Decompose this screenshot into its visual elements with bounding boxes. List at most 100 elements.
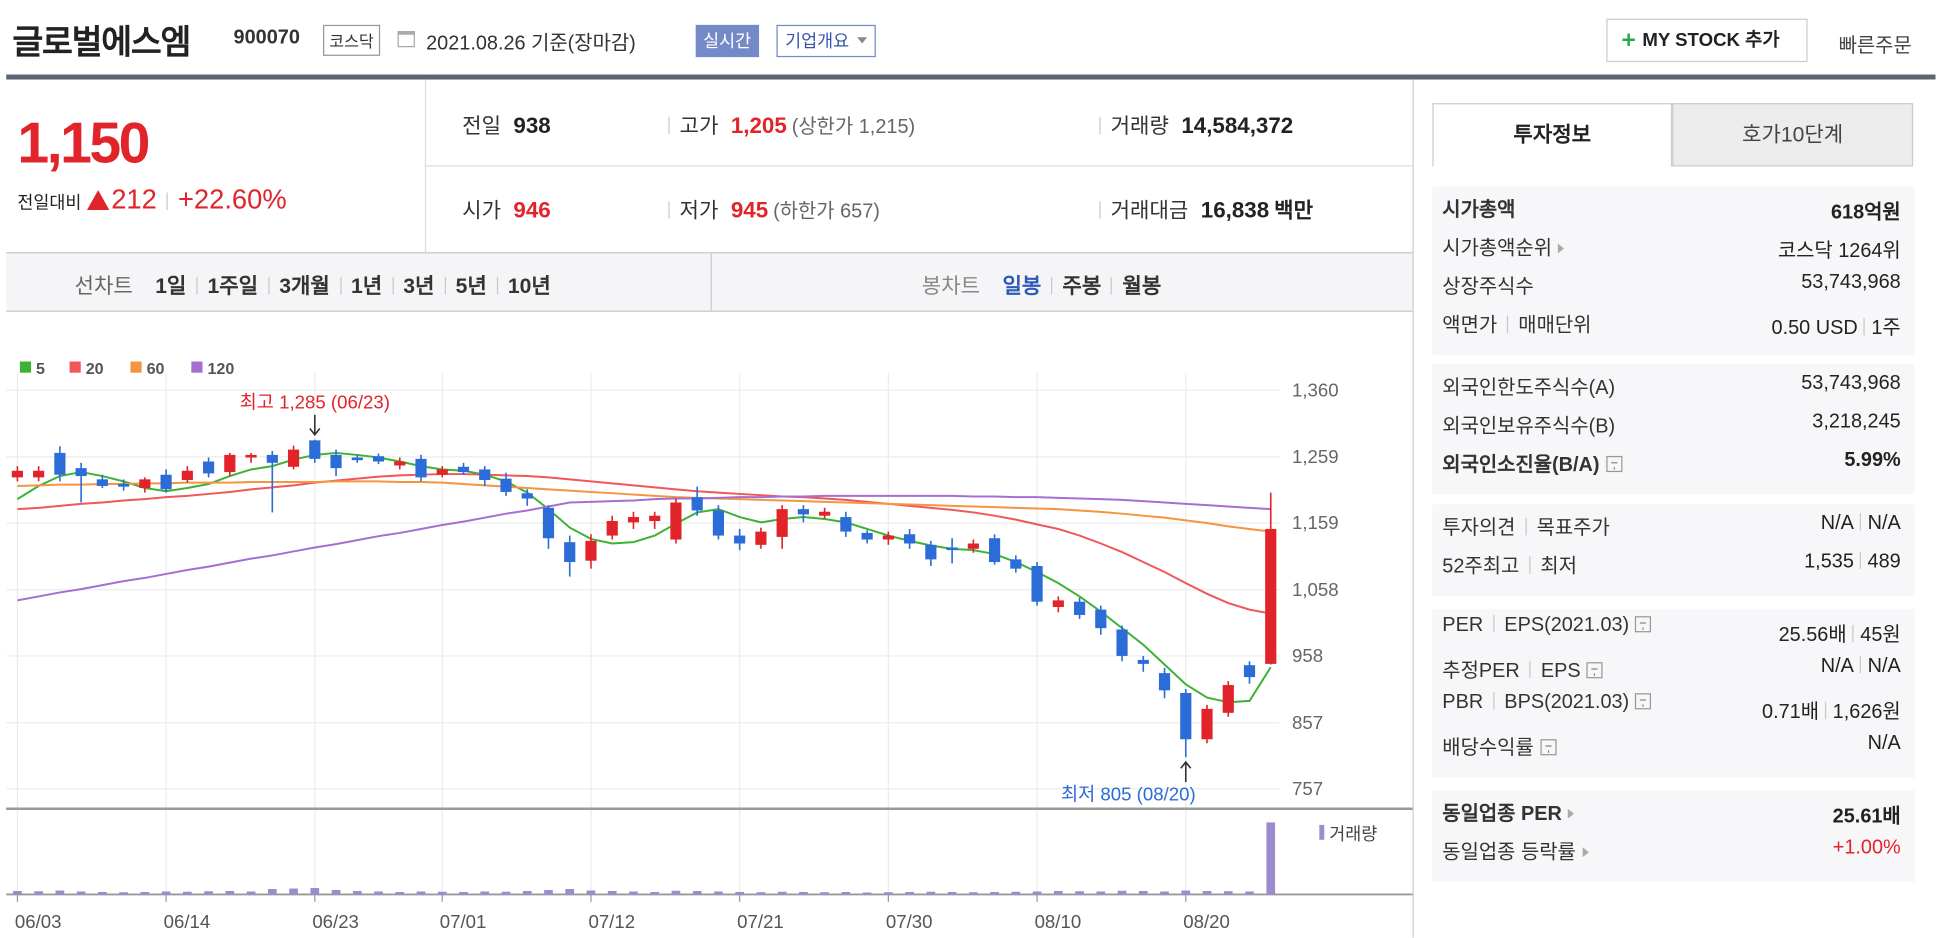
info-value-part: 0.71배 bbox=[1762, 701, 1820, 724]
volume-bar bbox=[990, 891, 999, 895]
period-tab[interactable]: 주봉 bbox=[1062, 274, 1102, 299]
candle-body bbox=[436, 469, 448, 475]
info-label-part: 동일업종 등락률 bbox=[1442, 842, 1576, 864]
candle-body bbox=[861, 532, 873, 540]
volume-bar bbox=[98, 891, 107, 895]
period-tab[interactable]: 1주일 bbox=[207, 274, 259, 299]
quote-value: 16,838 bbox=[1200, 197, 1270, 223]
x-tick-label: 06/14 bbox=[164, 911, 211, 932]
quick-order[interactable]: 빠른주문 bbox=[1838, 36, 1912, 58]
arrow-icon bbox=[1558, 243, 1569, 254]
volume-bar bbox=[289, 888, 298, 895]
period-tab[interactable]: 일봉 bbox=[1002, 274, 1042, 299]
ma-line bbox=[17, 473, 1271, 615]
candle-body bbox=[882, 535, 894, 540]
plus-icon bbox=[1622, 33, 1635, 46]
chart: 757 857 958 1,058 1,159 1,259 1,360 06/03 06/14 0… bbox=[6, 360, 1413, 932]
info-label: 외국인한도주식수(A) bbox=[1442, 370, 1615, 400]
candle-body bbox=[245, 454, 257, 458]
candle-body bbox=[840, 517, 852, 532]
candle-body bbox=[479, 469, 491, 481]
volume-bar bbox=[884, 892, 893, 895]
change: 212 bbox=[111, 183, 157, 215]
volume-bar bbox=[55, 890, 65, 895]
x-tick-label: 07/01 bbox=[440, 911, 487, 932]
separator bbox=[196, 277, 198, 295]
volume-bar bbox=[862, 892, 872, 895]
info-label-part: 추정PER bbox=[1442, 660, 1520, 683]
quote-label: 거래량 bbox=[1110, 114, 1169, 138]
side-tab[interactable]: 호가10단계 bbox=[1672, 103, 1914, 167]
info-value-part: N/A bbox=[1820, 655, 1854, 678]
separator bbox=[1525, 518, 1527, 536]
separator bbox=[339, 277, 342, 295]
candle-chart-periods: 봉차트 일봉 주봉 월봉 bbox=[922, 268, 1161, 299]
candle-body bbox=[351, 457, 363, 461]
volume-bar bbox=[947, 891, 957, 895]
info-value: 코스닥 1264위 bbox=[1778, 234, 1901, 264]
help-icon[interactable] bbox=[1605, 455, 1622, 473]
legend-label: 20 bbox=[86, 360, 104, 378]
annotation: 최저 805 (08/20) bbox=[1061, 784, 1196, 805]
volume-bar bbox=[119, 892, 128, 895]
period-tab[interactable]: 5년 bbox=[455, 274, 487, 299]
info-value: 25.56배 45원 bbox=[1779, 617, 1901, 647]
mystock-button[interactable]: MY STOCK 추가 bbox=[1606, 18, 1808, 63]
info-value: 0.71배 1,626원 bbox=[1762, 694, 1901, 724]
candle-body bbox=[1073, 601, 1086, 615]
help-icon[interactable] bbox=[1635, 693, 1652, 710]
candle-body bbox=[1158, 673, 1171, 691]
help-icon[interactable] bbox=[1586, 662, 1604, 679]
candle-body bbox=[734, 535, 746, 544]
volume-bar bbox=[968, 892, 978, 895]
volume-bar bbox=[629, 891, 638, 895]
x-tick-label: 08/20 bbox=[1183, 911, 1230, 932]
candle-body bbox=[585, 540, 597, 561]
candle-body bbox=[988, 538, 1001, 563]
realtime-button[interactable]: 실시간 bbox=[695, 24, 759, 58]
y-tick-label: 857 bbox=[1292, 712, 1323, 733]
period-tab[interactable]: 3개월 bbox=[279, 274, 330, 299]
period-tab[interactable]: 3년 bbox=[403, 274, 435, 299]
candle-body bbox=[1116, 629, 1128, 656]
ma-line bbox=[17, 494, 1271, 602]
candle-body bbox=[521, 493, 533, 499]
quote-item: 고가 1,205 (상한가 1,215) bbox=[668, 108, 915, 139]
volume-bar bbox=[544, 890, 553, 895]
volume-bar bbox=[1138, 890, 1148, 895]
volume-bar bbox=[225, 890, 235, 895]
help-icon[interactable] bbox=[1539, 739, 1557, 756]
candle-body bbox=[266, 454, 278, 463]
info-label: PBR BPS(2021.03) bbox=[1442, 691, 1652, 714]
x-tick-label: 06/03 bbox=[15, 911, 62, 932]
candle-body bbox=[670, 502, 682, 540]
candle-body bbox=[372, 456, 385, 462]
info-value: +1.00% bbox=[1833, 837, 1901, 859]
candle-body bbox=[904, 534, 916, 544]
side-tab[interactable]: 투자정보 bbox=[1432, 103, 1673, 167]
candle-body bbox=[160, 474, 172, 490]
separator bbox=[1852, 624, 1855, 643]
info-section bbox=[1432, 504, 1915, 597]
info-label-part: 시가총액순위 bbox=[1442, 238, 1553, 260]
period-tab[interactable]: 월봉 bbox=[1122, 274, 1162, 299]
company-button[interactable]: 기업개요 bbox=[776, 24, 876, 58]
separator bbox=[1529, 556, 1531, 574]
x-tick-label: 08/10 bbox=[1035, 911, 1082, 932]
info-value: 5.99% bbox=[1844, 450, 1900, 472]
info-label: 액면가 매매단위 bbox=[1442, 308, 1591, 338]
quote-item: 거래대금 16,838 백만 bbox=[1099, 193, 1313, 224]
candle-body bbox=[649, 515, 661, 522]
volume-bar bbox=[1075, 891, 1084, 895]
info-value: 1,535 489 bbox=[1804, 551, 1901, 574]
period-tab[interactable]: 1년 bbox=[350, 274, 383, 299]
quote-unit: 백만 bbox=[1274, 198, 1313, 223]
period-tab[interactable]: 1일 bbox=[155, 274, 187, 299]
help-icon[interactable] bbox=[1635, 616, 1652, 633]
candle-body bbox=[627, 517, 640, 523]
info-label: 추정PER EPS bbox=[1442, 653, 1604, 683]
period-tab[interactable]: 10년 bbox=[507, 274, 551, 299]
candle-body bbox=[797, 509, 809, 515]
info-value-part: +1.00% bbox=[1832, 837, 1901, 859]
